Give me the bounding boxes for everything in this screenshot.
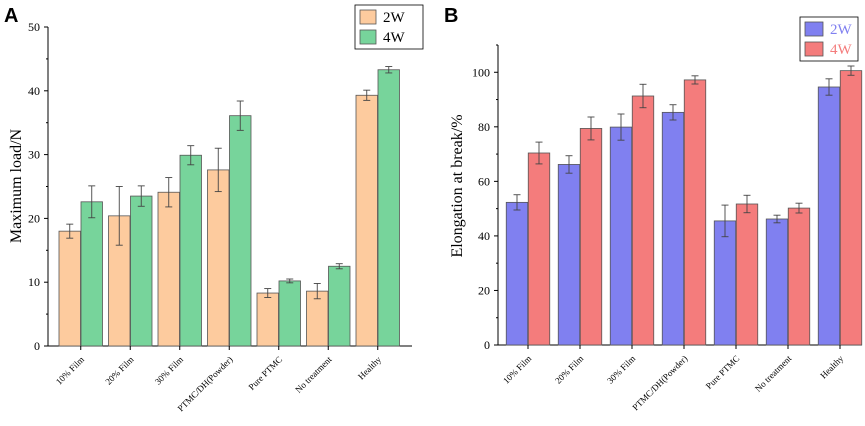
y-tick-label-b: 100 (472, 65, 490, 79)
category-group-b (609, 83, 655, 346)
bar-b-2w (557, 164, 581, 346)
bar-b-4w (735, 203, 759, 346)
bar-b-2w (817, 86, 841, 346)
category-group-a (108, 185, 153, 347)
x-tick-label-b: Pure PTMC (704, 353, 742, 391)
y-tick-label-a: 30 (28, 148, 40, 162)
category-group-b (713, 194, 759, 346)
category-group-b (505, 141, 551, 346)
y-axis-title-b: Elongation at break/% (449, 114, 466, 257)
chart-panel-b: B 0 20 40 60 80 100 Elongation at break/% 10% Fi… (444, 5, 863, 412)
x-tick-label-a: Pure PTMC (246, 354, 284, 392)
bar-b-2w (505, 201, 529, 346)
bar-a-4w (80, 201, 103, 347)
y-tick-label-a: 10 (28, 275, 40, 289)
category-group-a (306, 263, 351, 347)
y-tick-label-b: 20 (478, 283, 490, 297)
legend-label-a-4w: 4W (383, 30, 406, 46)
x-tick-label-a: No treatment (293, 354, 334, 395)
y-tick-label-b: 40 (478, 229, 490, 243)
y-tick-label-b: 0 (484, 338, 490, 352)
bar-b-4w (683, 79, 707, 346)
bar-a-4w (377, 69, 400, 347)
category-group-a (355, 66, 400, 347)
bar-b-4w (631, 95, 655, 346)
x-tick-label-b: No treatment (753, 353, 794, 394)
category-group-a (207, 100, 252, 347)
category-group-b (661, 75, 707, 346)
bar-a-2w (306, 290, 329, 347)
x-tick-label-b: Healthy (818, 353, 846, 381)
y-tick-label-b: 60 (478, 174, 490, 188)
y-axis-title-a: Maximum load/N (8, 128, 25, 243)
bar-a-4w (328, 265, 351, 347)
category-group-b (817, 65, 863, 346)
y-tick-label-b: 80 (478, 120, 490, 134)
bar-b-2w (713, 220, 737, 346)
bar-b-4w (579, 128, 603, 346)
bar-a-2w (355, 94, 378, 347)
bar-a-4w (179, 154, 202, 347)
bar-b-2w (765, 218, 789, 346)
x-tick-label-b: 20% Film (553, 353, 585, 385)
x-tick-label-b: 30% Film (605, 353, 637, 385)
category-group-a (58, 185, 103, 347)
y-tick-label-a: 20 (28, 211, 40, 225)
bar-a-2w (58, 230, 81, 347)
x-tick-label-a: 20% Film (103, 354, 135, 386)
category-group-a (256, 278, 301, 347)
bar-a-4w (278, 280, 301, 347)
category-group-a (157, 145, 202, 347)
legend-swatch-a-4w (359, 29, 377, 45)
chart-panel-a: A 0 10 20 30 40 50 Maximum load/N 10% Film 20% Fi… (4, 4, 424, 413)
x-tick-label-a: Healthy (356, 354, 384, 382)
bar-b-4w (787, 207, 811, 346)
legend-label-b-2w: 2W (830, 22, 853, 38)
x-tick-label-b: 10% Film (501, 353, 533, 385)
x-tick-label-b: PTMC/DH(Powder) (630, 353, 689, 412)
panel-label-b: B (444, 5, 458, 27)
x-tick-label-a: 10% Film (54, 354, 86, 386)
bar-a-4w (229, 115, 252, 347)
legend-swatch-b-2w (804, 21, 824, 37)
bar-a-2w (256, 292, 279, 347)
bar-a-4w (130, 195, 153, 347)
legend-swatch-a-2w (359, 9, 377, 25)
x-tick-label-a: 30% Film (153, 354, 185, 386)
y-tick-label-a: 50 (28, 20, 40, 34)
category-group-b (557, 116, 603, 346)
x-tick-label-a: PTMC/DH(Powder) (176, 354, 235, 413)
legend-label-a-2w: 2W (383, 10, 406, 26)
panel-label-a: A (4, 5, 18, 27)
bar-b-4w (527, 152, 551, 346)
category-group-b (765, 202, 811, 346)
bar-a-2w (207, 169, 230, 347)
bar-a-2w (157, 191, 180, 347)
bar-b-2w (609, 126, 633, 346)
bar-b-4w (839, 70, 863, 346)
bar-b-2w (661, 111, 685, 346)
y-tick-label-a: 40 (28, 84, 40, 98)
legend-label-b-4w: 4W (830, 42, 853, 58)
legend-swatch-b-4w (804, 41, 824, 57)
y-tick-label-a: 0 (34, 339, 40, 353)
